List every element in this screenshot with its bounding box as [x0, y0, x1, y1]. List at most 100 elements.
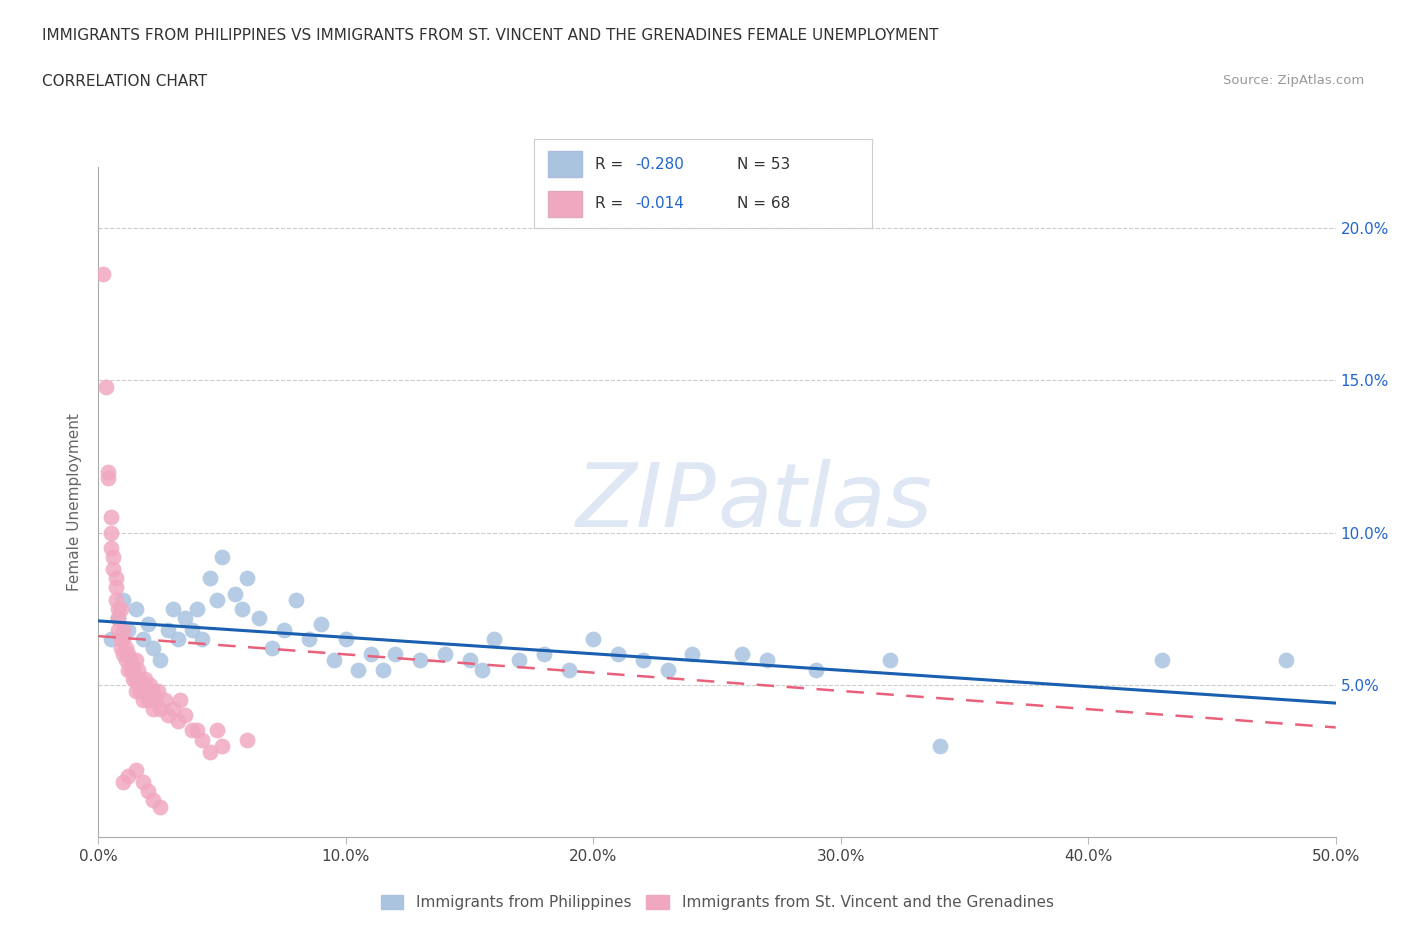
- Point: [104, 571, 127, 586]
- Point: [484, 631, 506, 646]
- Text: -0.280: -0.280: [636, 157, 685, 172]
- Point: [142, 793, 165, 808]
- Point: [755, 653, 778, 668]
- Point: [804, 662, 827, 677]
- Point: [508, 653, 530, 668]
- Point: [93, 267, 115, 282]
- Point: [731, 647, 754, 662]
- Point: [124, 653, 146, 668]
- Point: [142, 702, 165, 717]
- Point: [224, 586, 246, 601]
- Point: [107, 610, 129, 625]
- Y-axis label: Female Unemployment: Female Unemployment: [67, 413, 83, 591]
- Point: [582, 631, 605, 646]
- Point: [433, 647, 456, 662]
- Point: [122, 662, 145, 677]
- Point: [107, 610, 129, 625]
- Point: [143, 693, 166, 708]
- Point: [631, 653, 654, 668]
- Point: [103, 562, 125, 577]
- Point: [103, 550, 125, 565]
- Text: Source: ZipAtlas.com: Source: ZipAtlas.com: [1223, 74, 1364, 87]
- Point: [104, 592, 127, 607]
- Point: [198, 571, 221, 586]
- Point: [136, 617, 159, 631]
- Point: [124, 684, 146, 698]
- Point: [236, 732, 259, 747]
- Point: [285, 592, 308, 607]
- Point: [384, 647, 406, 662]
- Point: [117, 622, 139, 637]
- Point: [347, 662, 370, 677]
- Point: [104, 580, 127, 595]
- Point: [120, 653, 142, 668]
- Point: [191, 631, 214, 646]
- Point: [132, 693, 155, 708]
- Point: [132, 677, 155, 692]
- Point: [100, 631, 122, 646]
- Point: [139, 677, 162, 692]
- Point: [132, 775, 155, 790]
- Point: [156, 708, 179, 723]
- Point: [236, 571, 259, 586]
- Point: [112, 622, 135, 637]
- Text: -0.014: -0.014: [636, 196, 685, 211]
- Text: CORRELATION CHART: CORRELATION CHART: [42, 74, 207, 89]
- Point: [181, 622, 204, 637]
- Point: [657, 662, 679, 677]
- Point: [139, 693, 162, 708]
- Text: atlas: atlas: [717, 459, 932, 545]
- Point: [124, 602, 146, 617]
- Point: [273, 622, 295, 637]
- Point: [112, 647, 135, 662]
- Point: [124, 671, 146, 686]
- Point: [205, 592, 228, 607]
- Text: IMMIGRANTS FROM PHILIPPINES VS IMMIGRANTS FROM ST. VINCENT AND THE GRENADINES FE: IMMIGRANTS FROM PHILIPPINES VS IMMIGRANT…: [42, 28, 939, 43]
- Text: N = 53: N = 53: [737, 157, 790, 172]
- Point: [162, 602, 184, 617]
- Point: [156, 622, 179, 637]
- Point: [247, 610, 270, 625]
- Point: [100, 525, 122, 540]
- Point: [169, 693, 191, 708]
- Point: [132, 631, 155, 646]
- Point: [112, 592, 135, 607]
- Point: [211, 738, 233, 753]
- Point: [174, 708, 197, 723]
- Point: [458, 653, 481, 668]
- Text: R =: R =: [595, 157, 628, 172]
- Point: [166, 714, 188, 729]
- Point: [260, 641, 283, 656]
- Point: [191, 732, 214, 747]
- Point: [142, 641, 165, 656]
- Point: [1152, 653, 1174, 668]
- Point: [97, 471, 120, 485]
- Point: [186, 723, 208, 737]
- Point: [681, 647, 703, 662]
- Point: [136, 693, 159, 708]
- FancyBboxPatch shape: [548, 191, 582, 218]
- Point: [309, 617, 332, 631]
- Point: [122, 671, 145, 686]
- Point: [110, 631, 132, 646]
- Point: [117, 647, 139, 662]
- Point: [166, 631, 188, 646]
- Point: [134, 671, 156, 686]
- Point: [155, 693, 177, 708]
- Point: [928, 738, 950, 753]
- Point: [110, 602, 132, 617]
- Point: [471, 662, 494, 677]
- Point: [371, 662, 394, 677]
- Point: [181, 723, 204, 737]
- Point: [205, 723, 228, 737]
- Point: [107, 622, 129, 637]
- Point: [97, 464, 120, 479]
- Text: ZIP: ZIP: [576, 459, 717, 545]
- Point: [94, 379, 117, 394]
- Point: [117, 662, 139, 677]
- Point: [322, 653, 344, 668]
- Point: [198, 744, 221, 759]
- FancyBboxPatch shape: [548, 151, 582, 178]
- Point: [533, 647, 555, 662]
- Point: [127, 677, 149, 692]
